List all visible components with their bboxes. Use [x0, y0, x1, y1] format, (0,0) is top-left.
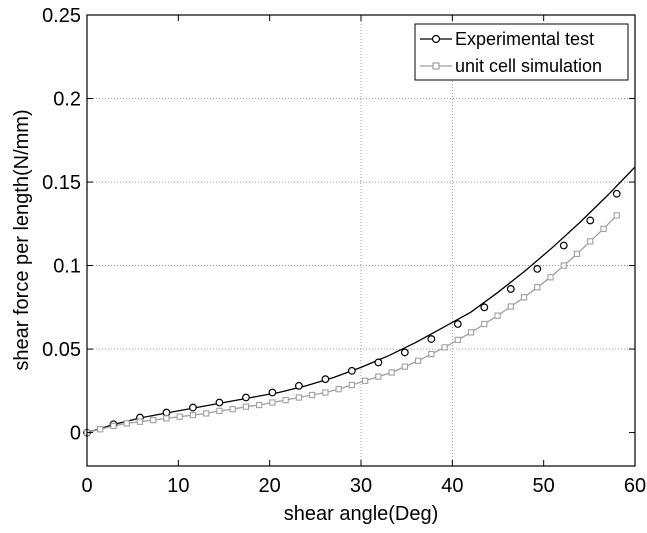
point-simulation	[150, 416, 157, 424]
point-simulation	[414, 357, 422, 364]
point-simulation	[587, 238, 594, 245]
x-tick-label: 50	[533, 475, 555, 497]
point-experimental	[242, 393, 250, 402]
series-line-experimental	[86, 166, 636, 434]
point-experimental	[294, 381, 303, 390]
y-axis-label: shear force per length(N/mm)	[11, 109, 33, 370]
point-simulation	[600, 225, 607, 232]
x-axis-label: shear angle(Deg)	[284, 503, 439, 525]
point-experimental	[347, 366, 356, 375]
point-experimental	[215, 398, 224, 407]
point-experimental	[586, 216, 595, 225]
y-tick-label: 0.2	[53, 89, 81, 111]
point-simulation	[507, 303, 514, 310]
x-tick-label: 20	[259, 475, 281, 497]
point-simulation	[256, 401, 263, 409]
x-tick-label: 0	[81, 475, 92, 497]
point-simulation	[308, 391, 316, 399]
point-simulation	[216, 407, 223, 415]
y-tick-label: 0	[70, 423, 81, 445]
point-simulation	[547, 274, 554, 281]
grid-lines	[87, 15, 635, 466]
point-simulation	[123, 420, 130, 427]
point-simulation	[560, 262, 567, 269]
point-experimental	[533, 264, 542, 273]
point-simulation	[388, 369, 395, 376]
point-simulation	[348, 381, 356, 389]
legend-marker-experimental	[431, 34, 441, 44]
point-simulation	[282, 396, 289, 404]
point-simulation	[322, 389, 329, 396]
point-experimental	[612, 189, 621, 198]
point-simulation	[189, 411, 197, 419]
point-experimental	[268, 388, 277, 397]
point-simulation	[481, 320, 488, 328]
point-experimental	[162, 408, 171, 417]
point-simulation	[613, 212, 620, 219]
point-experimental	[506, 285, 515, 293]
point-simulation	[136, 418, 144, 425]
point-experimental	[400, 348, 409, 357]
legend-label-simulation: unit cell simulation	[455, 56, 602, 76]
x-tick-label: 60	[624, 475, 646, 497]
point-simulation	[428, 350, 435, 358]
point-experimental	[374, 358, 383, 367]
point-experimental	[189, 403, 197, 412]
point-simulation	[335, 386, 342, 393]
point-simulation	[269, 399, 276, 406]
legend-label-experimental: Experimental test	[455, 29, 594, 49]
x-tick-label: 10	[167, 475, 189, 497]
point-simulation	[203, 410, 210, 417]
point-experimental	[427, 335, 436, 343]
point-simulation	[176, 413, 183, 420]
x-tick-label: 30	[350, 475, 372, 497]
x-tick-label: 40	[441, 475, 463, 497]
y-tick-label: 0.25	[42, 5, 81, 27]
point-simulation	[163, 415, 170, 422]
legend: Experimental test unit cell simulation	[414, 23, 629, 81]
y-tick-label: 0.05	[42, 339, 81, 361]
point-experimental	[559, 241, 568, 250]
point-simulation	[361, 377, 369, 384]
y-tick-label: 0.1	[53, 256, 81, 278]
point-experimental	[321, 375, 330, 384]
point-simulation	[229, 406, 236, 413]
point-simulation	[242, 403, 250, 410]
point-experimental	[453, 320, 462, 328]
point-simulation	[401, 363, 408, 370]
point-simulation	[573, 250, 581, 258]
legend-box	[414, 23, 629, 81]
y-tick-label: 0.15	[42, 172, 81, 194]
point-simulation	[441, 344, 448, 351]
point-simulation	[520, 294, 528, 301]
point-simulation	[454, 336, 461, 344]
point-simulation	[534, 284, 541, 291]
point-simulation	[110, 422, 117, 430]
point-experimental	[480, 303, 489, 312]
legend-marker-simulation	[432, 62, 440, 70]
point-simulation	[295, 394, 303, 401]
point-simulation	[467, 329, 475, 336]
point-simulation	[375, 373, 382, 380]
axis-ticks: 0 10 20 30 40 50 60 0 0.05 0.1 0.15 0.2 0.25	[42, 5, 646, 497]
point-simulation	[97, 426, 104, 433]
point-simulation	[494, 312, 501, 319]
